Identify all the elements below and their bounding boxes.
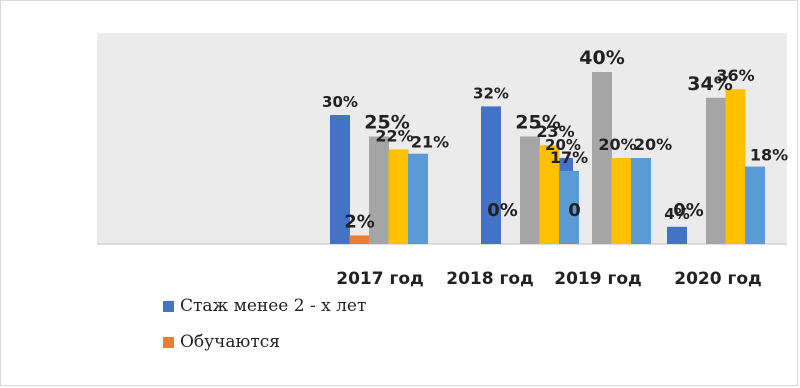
bar-s2-c1 <box>520 136 540 244</box>
bar-s2-c2 <box>592 72 612 244</box>
legend-swatch-experience <box>163 300 174 312</box>
bar-s1-c0 <box>349 235 370 244</box>
bar-s3-c1 <box>539 145 560 244</box>
data-label-s3-c2: 20% <box>598 135 636 154</box>
category-label-3: 2020 год <box>674 269 762 289</box>
bar-s3-c0 <box>388 149 409 244</box>
data-label-s2-c0: 25% <box>364 112 409 134</box>
data-label-s0-c2: 20% <box>545 136 581 154</box>
data-label-s1-c0: 2% <box>344 211 375 232</box>
data-label-s1-c1: 0% <box>487 200 518 221</box>
bar-s4-c1 <box>559 170 579 244</box>
bar-s2-c3 <box>706 97 726 244</box>
plot-area <box>97 33 787 244</box>
bar-s4-c3 <box>745 166 765 244</box>
category-label-1: 2018 год <box>446 269 534 289</box>
bar-s2-c0 <box>369 136 389 244</box>
data-label-s2-c1: 25% <box>515 112 560 134</box>
bar-s0-c3 <box>667 226 687 244</box>
data-label-s0-c0: 30% <box>322 93 358 111</box>
legend-swatch-studying <box>163 336 174 348</box>
bar-s3-c3 <box>725 89 746 244</box>
data-label-s2-c2: 40% <box>579 47 624 69</box>
legend: Стаж менее 2 - х лет Обучаются <box>163 291 366 363</box>
legend-label-studying: Обучаются <box>180 332 280 352</box>
legend-item-experience: Стаж менее 2 - х лет <box>163 291 366 321</box>
data-label-s4-c2: 20% <box>634 135 672 154</box>
data-label-s1-c3: 0% <box>673 200 704 221</box>
category-label-0: 2017 год <box>336 269 424 289</box>
data-label-s0-c1: 32% <box>473 84 509 102</box>
legend-label-experience: Стаж менее 2 - х лет <box>180 296 367 316</box>
data-label-s3-c0: 22% <box>375 126 413 145</box>
bar-s0-c0 <box>330 115 350 244</box>
data-label-s4-c1: 17% <box>550 148 588 167</box>
data-label-s4-c3: 18% <box>750 146 788 165</box>
data-label-s3-c3: 36% <box>716 66 754 85</box>
bar-s4-c0 <box>408 153 428 244</box>
category-label-2: 2019 год <box>554 269 642 289</box>
data-label-s0-c3: 4% <box>664 205 689 223</box>
data-label-s1-c2: 0 <box>568 200 581 221</box>
bar-s4-c2 <box>631 158 651 244</box>
bar-s0-c1 <box>481 106 501 245</box>
data-label-s3-c1: 23% <box>536 122 574 141</box>
data-label-s4-c0: 21% <box>411 133 449 152</box>
legend-item-studying: Обучаются <box>163 327 366 357</box>
data-label-s2-c3: 34% <box>687 73 732 95</box>
bar-s3-c2 <box>611 158 632 244</box>
